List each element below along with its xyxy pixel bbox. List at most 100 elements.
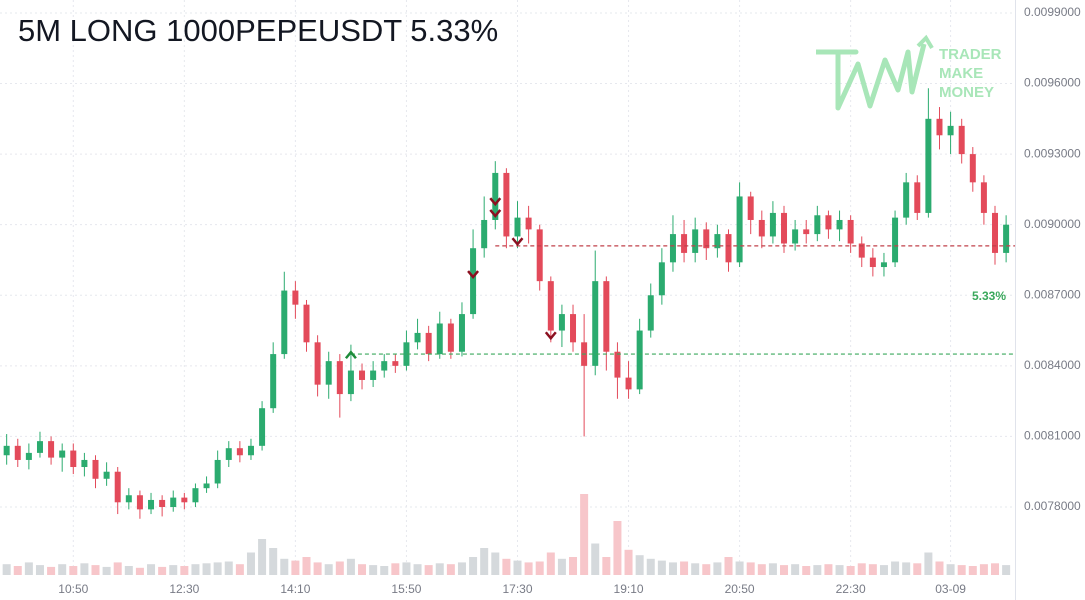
volume-bar — [69, 566, 78, 575]
candle-body — [925, 118, 932, 213]
y-tick-label: 0.0090000 — [1024, 217, 1081, 231]
x-tick-label: 15:50 — [391, 582, 421, 596]
volume-bar — [535, 561, 544, 575]
candle-body — [481, 219, 488, 249]
volume-bar — [469, 557, 478, 575]
volume-bar — [246, 552, 255, 575]
pnl-label: 5.33% — [972, 289, 1006, 303]
logo-arrow — [916, 34, 934, 50]
logo-mark — [816, 43, 927, 111]
candle-body — [281, 290, 288, 355]
candle-body — [292, 290, 299, 305]
candle-body — [36, 441, 43, 453]
volume-bar — [735, 561, 744, 575]
candle-body — [525, 217, 532, 230]
candle-body — [136, 495, 143, 510]
signal-marker — [544, 331, 557, 341]
candle-body — [747, 196, 754, 220]
volume-bar — [313, 562, 322, 575]
volume-bar — [557, 558, 566, 575]
volume-bar — [691, 563, 700, 575]
volume-bar — [868, 564, 877, 575]
volume-bar — [13, 566, 22, 575]
volume-bar — [235, 564, 244, 575]
candle-body — [725, 234, 732, 263]
candle-body — [447, 323, 454, 352]
volume-bar — [135, 567, 144, 575]
volume-bar — [491, 552, 500, 575]
volume-bar — [524, 562, 533, 575]
volume-bar — [91, 565, 100, 575]
volume-bar — [224, 561, 233, 575]
volume-bar — [280, 558, 289, 575]
volume-bar — [380, 566, 389, 575]
volume-bar — [391, 563, 400, 575]
signal-marker — [511, 237, 524, 247]
volume-bar — [657, 560, 666, 575]
candle-body — [247, 445, 254, 456]
candle-body — [103, 471, 110, 479]
candle-body — [25, 452, 32, 460]
candle-body — [514, 217, 521, 237]
volume-bar — [957, 565, 966, 575]
volume-bar — [413, 564, 422, 575]
volume-bar — [502, 558, 511, 575]
candle-body — [59, 450, 66, 458]
signal-marker — [489, 209, 502, 218]
x-tick-label: 10:50 — [58, 582, 88, 596]
candle-body — [614, 351, 621, 378]
candle-body — [592, 281, 599, 366]
volume-bar — [324, 564, 333, 575]
volume-bar — [47, 566, 56, 575]
volume-bar — [768, 563, 777, 575]
volume-bar — [802, 566, 811, 575]
y-tick-label: 0.0081000 — [1024, 429, 1081, 443]
volume-bar — [446, 564, 455, 575]
candle-body — [325, 361, 332, 385]
volume-bar — [780, 565, 789, 575]
volume-bar — [169, 565, 178, 575]
volume-bar — [80, 563, 89, 575]
volume-bar — [746, 562, 755, 575]
candle-body — [692, 229, 699, 253]
candle-body — [214, 459, 221, 484]
volume-bar — [846, 566, 855, 575]
x-tick-label: 14:10 — [280, 582, 310, 596]
candle-body — [547, 281, 554, 331]
candle-body — [847, 219, 854, 244]
volume-bar — [835, 565, 844, 575]
candle-body — [314, 342, 321, 385]
candle-body — [903, 182, 910, 218]
logo: TRADER MAKE MONEY — [816, 34, 1002, 111]
volume-bar — [946, 564, 955, 575]
candle-body — [736, 196, 743, 263]
volume-bar — [680, 561, 689, 575]
signal-marker — [489, 197, 502, 207]
volume-bar — [124, 566, 133, 575]
candle-body — [825, 215, 832, 230]
candle-body — [381, 361, 388, 371]
candle-body — [980, 182, 987, 213]
volume-bar — [2, 564, 11, 575]
volume-bar — [402, 562, 411, 575]
candle-body — [936, 118, 943, 136]
candle-body — [781, 212, 788, 244]
volume-bar — [646, 558, 655, 575]
y-tick-label: 0.0093000 — [1024, 146, 1081, 160]
volume-bar — [35, 565, 44, 575]
candle-body — [203, 483, 210, 489]
logo-text: TRADER — [939, 46, 1002, 63]
volume-bar — [546, 552, 555, 575]
candle-body — [969, 154, 976, 183]
volume-bar — [569, 557, 578, 575]
candle-body — [1003, 224, 1010, 253]
candle-body — [225, 448, 232, 460]
volume-bar — [613, 521, 622, 575]
candle-body — [880, 262, 887, 268]
candle-body — [558, 314, 565, 331]
volume-bar — [791, 564, 800, 575]
candle-body — [669, 234, 676, 263]
volume-bar — [302, 557, 311, 575]
